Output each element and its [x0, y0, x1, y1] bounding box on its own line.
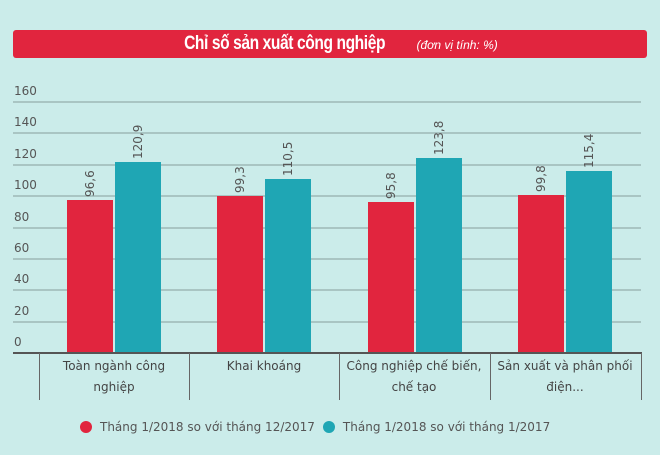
category-label: Toàn ngành công nghiệp	[39, 356, 189, 398]
category-label-line: Công nghiệp chế biến,	[346, 359, 482, 373]
category-label-line: Toàn ngành công	[62, 359, 166, 373]
legend-item-series2: Tháng 1/2018 so với tháng 1/2017	[322, 420, 551, 434]
category-divider	[490, 353, 491, 400]
bar-value-label: 120,9	[131, 124, 145, 160]
category-label: Khai khoáng	[189, 356, 339, 377]
bar-series2	[115, 162, 161, 352]
bar-series1	[518, 195, 564, 352]
y-tick-label: 160	[14, 84, 37, 98]
gridline	[13, 289, 641, 292]
category-divider	[189, 353, 190, 400]
gridline	[13, 132, 641, 135]
category-label-line: nghiệp	[93, 380, 135, 394]
y-tick-label: 100	[14, 178, 37, 193]
category-divider	[39, 353, 40, 400]
gridline	[13, 320, 641, 323]
gridline	[13, 195, 641, 198]
y-tick-label: 140	[14, 115, 37, 130]
x-axis	[13, 352, 642, 354]
legend-item-series1: Tháng 1/2018 so với tháng 12/2017	[80, 420, 315, 434]
chart-unit: (đơn vị tính: %)	[416, 38, 498, 52]
gridline	[13, 163, 641, 166]
chart-title-bar: Chỉ số sản xuất công nghiệp (đơn vị tính…	[13, 30, 647, 58]
bar-value-label: 95,8	[384, 171, 398, 199]
category-label-line: Khai khoáng	[226, 359, 302, 373]
bar-value-label: 99,8	[534, 165, 548, 193]
bar-value-label: 99,3	[233, 166, 247, 194]
category-divider	[641, 353, 642, 400]
bar-value-label: 96,6	[83, 170, 97, 198]
chart-title: Chỉ số sản xuất công nghiệp	[184, 33, 386, 54]
y-tick-label: 40	[14, 272, 30, 287]
bar-series1	[368, 201, 414, 352]
bar-value-label: 110,5	[281, 141, 295, 176]
category-label-line: chế tạo	[391, 380, 437, 394]
y-tick-label: 120	[14, 146, 37, 161]
category-label: Sản xuất và phân phối điện...	[490, 356, 640, 398]
category-label-line: điện...	[546, 380, 584, 394]
legend: Tháng 1/2018 so với tháng 12/2017 Tháng …	[80, 420, 558, 434]
bar-series1	[67, 200, 113, 352]
bar-series1	[217, 196, 263, 352]
bar-value-label: 123,8	[432, 120, 446, 155]
category-label: Công nghiệp chế biến, chế tạo	[339, 356, 489, 398]
gridline	[13, 101, 641, 103]
legend-dot-red-icon	[80, 421, 92, 433]
y-tick-label: 60	[14, 240, 30, 255]
y-tick-label: 20	[14, 303, 30, 318]
legend-dot-teal-icon	[322, 421, 335, 433]
y-tick-label: 80	[14, 209, 30, 224]
legend-label: Tháng 1/2018 so với tháng 12/2017	[100, 420, 315, 434]
category-label-line: Sản xuất và phân phối	[497, 359, 633, 373]
bar-series2	[566, 170, 612, 352]
bar-series2	[416, 157, 462, 352]
bar-value-label: 115,4	[582, 133, 596, 168]
gridline	[13, 226, 641, 229]
legend-label: Tháng 1/2018 so với tháng 1/2017	[342, 420, 551, 434]
y-tick-label: 0	[14, 335, 22, 349]
gridline	[13, 257, 641, 260]
category-divider	[339, 353, 340, 400]
bar-series2	[265, 178, 311, 352]
